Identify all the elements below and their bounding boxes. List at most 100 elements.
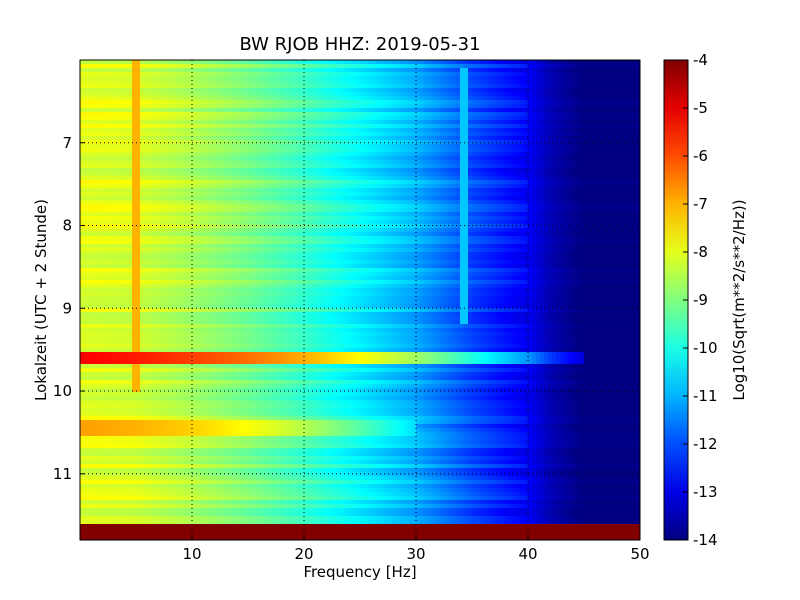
heatmap-cell (272, 84, 277, 89)
heatmap-cell (112, 184, 117, 189)
heatmap-cell (180, 164, 185, 169)
heatmap-cell (444, 132, 449, 137)
heatmap-cell (112, 108, 117, 113)
heatmap-cell (580, 120, 585, 125)
heatmap-cell (196, 156, 201, 161)
heatmap-cell (308, 76, 313, 81)
heatmap-cell (260, 136, 265, 141)
heatmap-cell (344, 104, 349, 109)
heatmap-cell (612, 152, 617, 157)
heatmap-cell (212, 168, 217, 173)
heatmap-cell (296, 128, 301, 133)
heatmap-cell (440, 140, 445, 145)
heatmap-cell (220, 140, 225, 145)
heatmap-cell (432, 156, 437, 161)
heatmap-cell (632, 168, 637, 173)
heatmap-cell (592, 108, 597, 113)
heatmap-cell (444, 80, 449, 85)
heatmap-cell (288, 172, 293, 177)
heatmap-cell (312, 120, 317, 125)
heatmap-cell (212, 72, 217, 77)
heatmap-cell (552, 168, 557, 173)
heatmap-cell (172, 180, 177, 185)
heatmap-cell (264, 92, 269, 97)
heatmap-cell (588, 176, 593, 181)
heatmap-cell (324, 144, 329, 149)
heatmap-cell (472, 188, 477, 193)
heatmap-cell (248, 184, 253, 189)
heatmap-cell (448, 108, 453, 113)
heatmap-cell (208, 84, 213, 89)
heatmap-cell (88, 112, 93, 117)
heatmap-cell (444, 72, 449, 77)
heatmap-cell (464, 128, 469, 133)
heatmap-cell (392, 72, 397, 77)
heatmap-cell (420, 76, 425, 81)
heatmap-cell (324, 152, 329, 157)
heatmap-cell (580, 84, 585, 89)
heatmap-cell (140, 112, 145, 117)
heatmap-cell (116, 196, 121, 201)
heatmap-cell (96, 116, 101, 121)
heatmap-cell (476, 84, 481, 89)
heatmap-cell (548, 132, 553, 137)
heatmap-cell (440, 68, 445, 73)
heatmap-cell (524, 100, 529, 105)
heatmap-cell (224, 128, 229, 133)
heatmap-cell (232, 200, 237, 205)
heatmap-cell (428, 180, 433, 185)
heatmap-cell (600, 96, 605, 101)
heatmap-cell (248, 196, 253, 201)
heatmap-cell (560, 76, 565, 81)
heatmap-cell (316, 152, 321, 157)
heatmap-cell (512, 96, 517, 101)
heatmap-cell (212, 140, 217, 145)
heatmap-cell (544, 144, 549, 149)
heatmap-cell (280, 100, 285, 105)
heatmap-cell (212, 104, 217, 109)
heatmap-cell (444, 200, 449, 205)
heatmap-cell (184, 176, 189, 181)
heatmap-cell (632, 144, 637, 149)
heatmap-cell (452, 68, 457, 73)
heatmap-cell (496, 96, 501, 101)
heatmap-cell (384, 88, 389, 93)
heatmap-cell (416, 188, 421, 193)
heatmap-cell (80, 104, 85, 109)
heatmap-cell (324, 108, 329, 113)
heatmap-cell (560, 92, 565, 97)
heatmap-cell (428, 100, 433, 105)
heatmap-cell (108, 164, 113, 169)
heatmap-cell (140, 196, 145, 201)
heatmap-cell (528, 92, 533, 97)
heatmap-cell (184, 172, 189, 177)
heatmap-cell (176, 112, 181, 117)
heatmap-cell (276, 176, 281, 181)
heatmap-cell (460, 200, 465, 205)
heatmap-cell (420, 176, 425, 181)
heatmap-cell (380, 100, 385, 105)
heatmap-cell (468, 136, 473, 141)
heatmap-cell (104, 68, 109, 73)
heatmap-cell (156, 148, 161, 153)
heatmap-cell (308, 128, 313, 133)
heatmap-cell (612, 140, 617, 145)
heatmap-cell (596, 128, 601, 133)
heatmap-cell (516, 88, 521, 93)
heatmap-cell (140, 96, 145, 101)
heatmap-cell (276, 148, 281, 153)
heatmap-cell (508, 64, 513, 69)
heatmap-cell (100, 196, 105, 201)
heatmap-cell (92, 172, 97, 177)
heatmap-cell (156, 172, 161, 177)
heatmap-cell (504, 152, 509, 157)
heatmap-cell (468, 104, 473, 109)
heatmap-cell (244, 60, 249, 65)
heatmap-cell (516, 168, 521, 173)
heatmap-cell (252, 196, 257, 201)
heatmap-cell (256, 172, 261, 177)
heatmap-cell (484, 152, 489, 157)
heatmap-cell (556, 68, 561, 73)
heatmap-cell (520, 60, 525, 65)
heatmap-cell (584, 144, 589, 149)
